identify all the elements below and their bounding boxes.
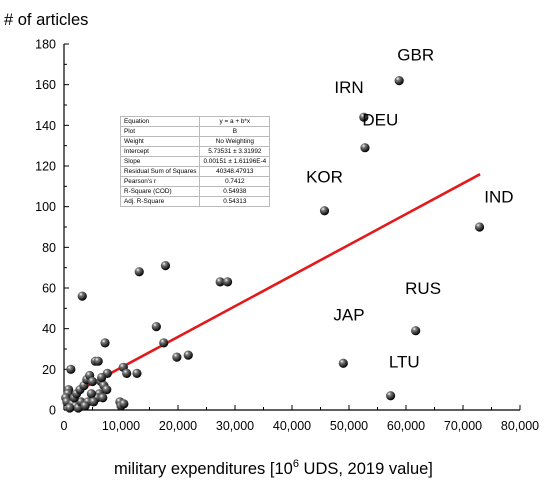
data-point — [359, 112, 369, 122]
data-point — [338, 358, 348, 368]
data-point — [183, 350, 193, 360]
data-point — [97, 372, 107, 383]
y-tick-label: 180 — [35, 38, 56, 52]
data-point — [119, 399, 129, 409]
stats-key: Pearson's r — [120, 176, 201, 187]
data-point — [215, 277, 225, 287]
y-tick-label: 80 — [42, 241, 56, 255]
stats-key: Residual Sum of Squares — [120, 166, 201, 177]
x-tick-label: 60,000 — [387, 419, 425, 433]
stats-value: 0.54313 — [199, 196, 271, 207]
stats-key: Equation — [120, 116, 201, 127]
data-point — [100, 338, 110, 348]
stats-row: Pearson's r 0.7412 — [120, 176, 271, 187]
data-point — [132, 368, 142, 378]
data-point — [411, 326, 421, 336]
y-tick-label: 100 — [35, 200, 56, 214]
y-tick-label: 140 — [35, 119, 56, 133]
data-point — [87, 376, 98, 387]
data-point — [386, 391, 396, 401]
x-ticks: 0 10,000 20,000 30,000 40,000 50,000 60,000 70,… — [61, 405, 539, 433]
data-point — [394, 76, 404, 86]
data-point — [66, 364, 76, 374]
stats-value: 5.73531 ± 3.31992 — [199, 146, 271, 157]
data-point — [160, 261, 171, 271]
x-tick-label: 40,000 — [273, 419, 311, 433]
y-tick-label: 120 — [35, 160, 56, 174]
data-point — [77, 291, 87, 301]
stats-key: Slope — [120, 156, 201, 167]
data-point — [360, 143, 370, 153]
country-label: GBR — [397, 45, 434, 64]
y-tick-label: 0 — [49, 404, 56, 418]
x-tick-label: 80,000 — [501, 419, 539, 433]
country-label: IND — [484, 188, 513, 207]
country-label: JAP — [333, 306, 364, 325]
stats-key: Intercept — [120, 146, 201, 157]
x-axis-title: military expenditures [106 UDS, 2019 val… — [114, 458, 433, 478]
x-tick-label: 50,000 — [330, 419, 368, 433]
stats-row: Slope 0.00151 ± 1.61196E-4 — [120, 156, 271, 167]
stats-row: R-Square (COD) 0.54938 — [120, 186, 271, 197]
x-axis-title-tail: UDS, 2019 value] — [299, 460, 433, 478]
data-point — [65, 403, 75, 413]
stats-row: Residual Sum of Squares 40348.47913 — [120, 166, 271, 177]
stats-key: Weight — [120, 136, 201, 147]
data-point — [134, 267, 144, 277]
x-tick-label: 10,000 — [102, 419, 140, 433]
data-point — [222, 277, 233, 287]
x-axis-title-main: military expenditures [10 — [114, 460, 293, 478]
y-tick-label: 60 — [42, 282, 56, 296]
data-point — [159, 338, 169, 348]
stats-key: R-Square (COD) — [120, 186, 201, 197]
country-labels: GBR IRN DEU KOR IND RUS JAP LTU — [306, 45, 513, 371]
stats-value: B — [199, 126, 271, 137]
data-point — [319, 206, 330, 216]
stats-row: Adj. R-Square 0.54313 — [120, 196, 271, 207]
country-label: DEU — [362, 110, 398, 129]
country-label: IRN — [334, 78, 363, 97]
stats-value: No Weighting — [199, 136, 271, 147]
stats-value: y = a + b*x — [199, 116, 271, 127]
x-tick-label: 0 — [61, 419, 68, 433]
y-tick-label: 20 — [42, 363, 56, 377]
y-ticks: 0 20 40 60 80 100 120 140 160 180 — [35, 38, 69, 418]
stats-row: Equation y = a + b*x — [120, 116, 271, 127]
stats-row: Intercept 5.73531 ± 3.31992 — [120, 146, 271, 157]
stats-row: Weight No Weighting — [120, 136, 271, 147]
data-point — [89, 397, 99, 407]
country-label: LTU — [389, 352, 420, 371]
stats-value: 0.00151 ± 1.61196E-4 — [199, 156, 271, 167]
y-axis-title: # of articles — [4, 11, 88, 29]
data-point — [93, 356, 103, 366]
regression-line — [63, 173, 481, 400]
data-point — [474, 222, 485, 232]
data-point — [172, 352, 182, 362]
x-axis-title-superscript: 6 — [293, 458, 299, 470]
data-points — [61, 76, 485, 413]
y-tick-label: 40 — [42, 322, 56, 336]
regression-stats-table: Equation y = a + b*x Plot B Weight No Weighti… — [120, 116, 271, 207]
stats-row: Plot B — [120, 126, 271, 137]
data-point — [80, 401, 90, 411]
data-point — [98, 393, 108, 403]
data-point — [86, 389, 96, 399]
x-tick-label: 30,000 — [216, 419, 254, 433]
stats-key: Plot — [120, 126, 201, 137]
data-point — [151, 322, 161, 332]
stats-key: Adj. R-Square — [120, 196, 201, 207]
data-point — [122, 368, 132, 378]
stats-value: 40348.47913 — [199, 166, 271, 177]
x-tick-label: 20,000 — [159, 419, 197, 433]
axes — [63, 44, 520, 411]
data-point — [102, 385, 112, 395]
x-tick-label: 70,000 — [444, 419, 482, 433]
country-label: KOR — [306, 167, 343, 186]
stats-value: 0.54938 — [199, 186, 271, 197]
y-tick-label: 160 — [35, 78, 56, 92]
country-label: RUS — [405, 279, 441, 298]
stats-value: 0.7412 — [199, 176, 271, 187]
